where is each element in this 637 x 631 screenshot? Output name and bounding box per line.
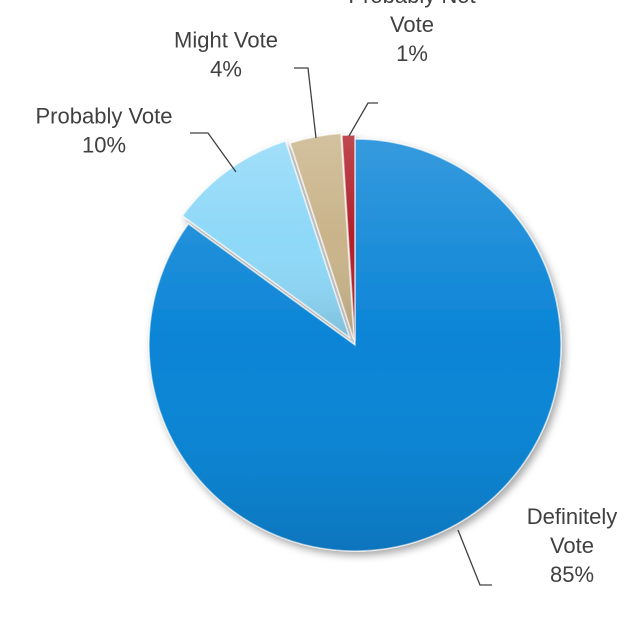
pie-slice-bevel-probably-not-vote [341,135,355,342]
data-labels: Definitely Vote 85% Probably Vote 10% Might V… [36,0,618,587]
data-label-category: Definitely [527,504,617,529]
data-label-probably-not-vote: Probably Not Vote 1% [348,0,475,66]
data-label-category: Might Vote [174,28,278,53]
pie-slice-bevel-might-vote [290,133,354,340]
data-label-probably-vote: Probably Vote 10% [36,104,173,158]
leader-lines [190,67,492,586]
data-label-category: Probably Vote [36,104,173,129]
data-label-category: Vote [550,533,594,558]
data-label-value: 1% [396,41,428,66]
pie-slice-bevel-probably-vote [182,140,350,337]
leader-line-definitely-vote [457,529,492,586]
leader-line-probably-vote [190,132,237,173]
data-label-might-vote: Might Vote 4% [174,28,278,82]
data-label-definitely-vote: Definitely Vote 85% [527,504,617,587]
pie-slices [148,132,562,552]
pie-slice-bevel-definitely-vote [149,139,561,551]
data-label-value: 10% [82,133,126,158]
data-label-category: Probably Not [348,0,475,8]
data-label-category: Vote [390,12,434,37]
leader-line-probably-not-vote [348,102,378,137]
leader-line-might-vote [294,67,317,139]
data-label-value: 4% [210,57,242,82]
data-label-value: 85% [550,562,594,587]
